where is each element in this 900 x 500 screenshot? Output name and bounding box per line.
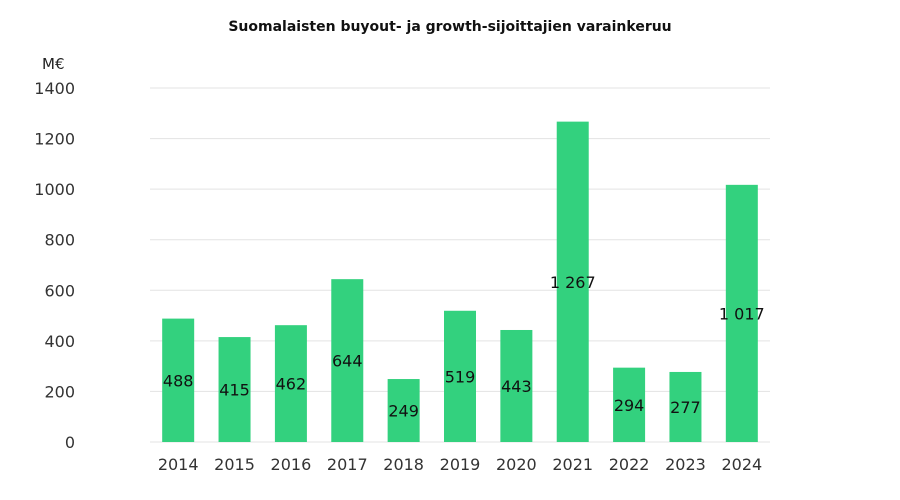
x-tick-label: 2017 [327, 455, 368, 474]
y-tick-label: 1000 [34, 180, 75, 199]
x-tick-label: 2016 [271, 455, 312, 474]
y-tick-label: 800 [44, 231, 75, 250]
x-tick-label: 2015 [214, 455, 255, 474]
data-label: 277 [670, 398, 701, 417]
x-tick-label: 2018 [383, 455, 424, 474]
bar [387, 379, 420, 442]
data-label: 1 017 [719, 304, 765, 323]
y-tick-label: 0 [65, 433, 75, 452]
x-tick-label: 2019 [440, 455, 481, 474]
data-label: 1 267 [550, 273, 596, 292]
bar [556, 121, 589, 442]
data-label: 488 [163, 371, 194, 390]
y-tick-label: 200 [44, 382, 75, 401]
data-label: 462 [276, 375, 307, 394]
bar [162, 318, 195, 442]
data-label: 415 [219, 381, 250, 400]
bar [725, 184, 758, 442]
data-label: 644 [332, 352, 363, 371]
y-tick-label: 400 [44, 332, 75, 351]
y-tick-label: 600 [44, 281, 75, 300]
bar [218, 337, 251, 442]
x-tick-label: 2020 [496, 455, 537, 474]
bar [500, 329, 533, 442]
x-tick-label: 2024 [721, 455, 762, 474]
x-tick-label: 2014 [158, 455, 199, 474]
y-tick-label: 1400 [34, 79, 75, 98]
x-tick-label: 2023 [665, 455, 706, 474]
bar [669, 371, 702, 442]
y-axis-unit-label: M€ [42, 55, 65, 73]
bar [274, 325, 307, 442]
data-label: 443 [501, 377, 532, 396]
data-label: 249 [388, 402, 419, 421]
data-label: 294 [614, 396, 645, 415]
x-tick-label: 2022 [609, 455, 650, 474]
x-tick-label: 2021 [552, 455, 593, 474]
data-label: 519 [445, 367, 476, 386]
chart-title: Suomalaisten buyout- ja growth-sijoittaj… [228, 19, 672, 35]
bar [613, 367, 646, 442]
bar [444, 310, 476, 442]
y-tick-label: 1200 [34, 130, 75, 149]
bar [331, 279, 364, 442]
